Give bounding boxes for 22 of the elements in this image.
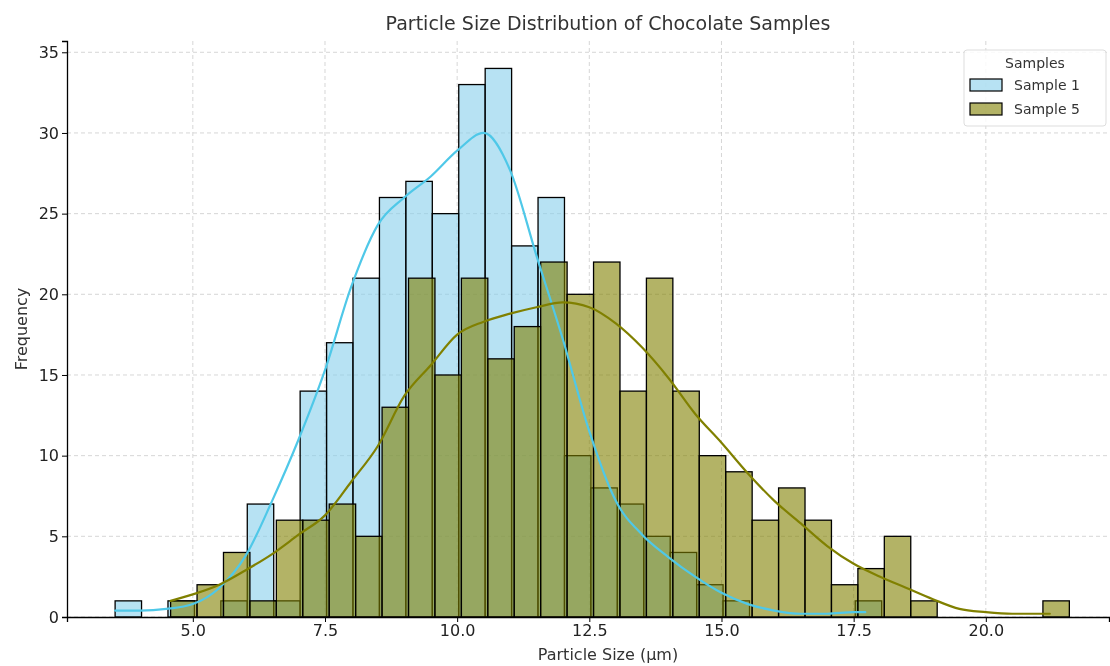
y-tick-label: 15 bbox=[38, 365, 59, 385]
x-axis-title: Particle Size (µm) bbox=[537, 645, 679, 664]
legend-label: Sample 1 bbox=[1014, 77, 1080, 93]
y-tick-label: 0 bbox=[48, 607, 59, 627]
y-tick-label: 30 bbox=[38, 123, 59, 143]
y-axis-title: Frequency bbox=[12, 287, 31, 371]
x-tick-label: 12.5 bbox=[572, 621, 608, 641]
x-tick-label: 20.0 bbox=[968, 621, 1005, 641]
y-tick-label: 35 bbox=[38, 42, 59, 62]
chart-title: Particle Size Distribution of Chocolate Samples bbox=[385, 12, 831, 34]
line-series bbox=[114, 131, 867, 615]
y-tick-label: 5 bbox=[48, 526, 59, 546]
legend-label: Sample 5 bbox=[1014, 101, 1080, 117]
y-tick-label: 20 bbox=[38, 284, 59, 304]
x-tick-label: 10.0 bbox=[439, 621, 476, 641]
x-tick-label: 7.5 bbox=[312, 621, 339, 641]
y-tick-label: 25 bbox=[38, 204, 59, 224]
legend-title: Samples bbox=[1005, 55, 1065, 71]
x-tick-label: 5.0 bbox=[180, 621, 207, 641]
x-tick-label: 15.0 bbox=[704, 621, 740, 641]
x-tick-label: 17.5 bbox=[836, 621, 872, 641]
y-tick-label: 10 bbox=[38, 446, 59, 466]
